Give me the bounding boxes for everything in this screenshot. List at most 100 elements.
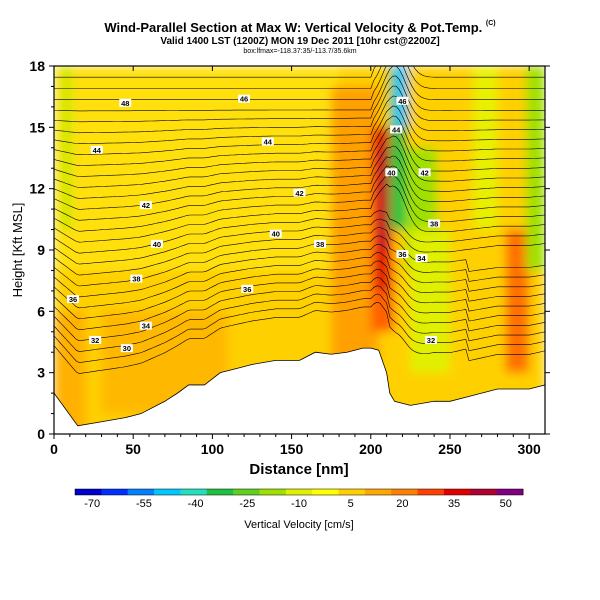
contour-label-bg <box>428 219 441 228</box>
contour-label: 38 <box>316 240 324 249</box>
x-axis-label: Distance [nm] <box>249 461 348 478</box>
y-tick-label: 3 <box>37 365 45 381</box>
isentrope-line <box>54 66 545 89</box>
valid-time-line: Valid 1400 LST (1200Z) MON 19 Dec 2011 [… <box>160 36 440 47</box>
contour-label: 36 <box>398 250 406 259</box>
isentrope-line <box>54 125 545 177</box>
isentrope-line <box>54 135 545 188</box>
contour-label-bg <box>130 274 143 283</box>
isentrope-line <box>54 260 545 320</box>
x-tick-label: 250 <box>438 441 462 457</box>
velocity-shading <box>505 229 530 373</box>
contour-label: 42 <box>295 189 303 198</box>
location-subtitle: box:lfmax=-118.37:35/-113.7/35.6km <box>243 48 357 55</box>
chart-title-text: Wind-Parallel Section at Max W: Vertical… <box>104 20 483 35</box>
colorbar-tick-label: -55 <box>136 498 152 510</box>
contour-label: 44 <box>392 125 401 134</box>
isentrope-line <box>54 105 545 156</box>
contour-label-bg <box>120 344 133 353</box>
isentrope-line <box>54 66 545 78</box>
colorbar-swatch <box>391 489 419 495</box>
y-tick-label: 0 <box>37 426 45 442</box>
chart-title: Wind-Parallel Section at Max W: Vertical… <box>0 20 600 35</box>
contour-label: 38 <box>132 275 140 284</box>
colorbar-swatch <box>338 489 366 495</box>
colorbar-ticks: -70 -55 -40 -25 -10 5 20 35 50 <box>84 498 512 510</box>
isentrope-line <box>54 174 545 232</box>
y-tick-label: 6 <box>37 303 45 319</box>
colorbar-frame <box>74 488 524 496</box>
contour-label-bg <box>418 168 431 177</box>
colorbar-swatch <box>259 489 287 495</box>
isentrope-line <box>54 183 545 243</box>
colorbar-swatch <box>312 489 340 495</box>
contour-label-bg <box>269 229 282 238</box>
isentrope-line <box>54 85 545 134</box>
velocity-shading <box>394 66 408 128</box>
colorbar-tick-label: -40 <box>188 498 204 510</box>
y-tick-label: 9 <box>37 242 45 258</box>
colorbar-tick-label: -25 <box>239 498 255 510</box>
contour-label: 36 <box>69 295 77 304</box>
colorbar-tick-label: -70 <box>84 498 100 510</box>
colorbar-swatch <box>75 489 102 495</box>
contour-label: 48 <box>121 99 129 108</box>
colorbar-swatch <box>101 489 129 495</box>
y-tick-label: 15 <box>29 119 45 135</box>
colorbar-swatch <box>364 489 392 495</box>
isentrope-line <box>54 285 545 353</box>
velocity-shading <box>61 66 72 230</box>
isentrope-line <box>54 218 545 265</box>
y-tick-label: 12 <box>29 181 45 197</box>
colorbar-swatch <box>206 489 234 495</box>
colorbar-swatch <box>233 489 260 495</box>
isentrope-line <box>54 252 545 309</box>
x-tick-label: 200 <box>359 441 383 457</box>
contour-label-bg <box>385 168 398 177</box>
colorbar-swatch <box>127 489 155 495</box>
contour-label: 42 <box>420 168 428 177</box>
isentrope-line <box>54 293 545 363</box>
colorbar-tick-label: -10 <box>291 498 307 510</box>
velocity-shading <box>54 66 340 271</box>
contour-label-bg <box>139 201 152 210</box>
isentrope-line <box>54 210 545 254</box>
isentrope-line <box>54 145 545 199</box>
y-tick-label: 18 <box>29 58 45 74</box>
contour-label: 44 <box>264 138 273 147</box>
contour-label: 42 <box>142 201 150 210</box>
colorbar-swatches <box>74 488 524 496</box>
isentrope-line <box>54 227 545 276</box>
colorbar-tick-label: 20 <box>396 498 408 510</box>
contour-label-bg <box>67 295 80 304</box>
isentrope-line <box>54 95 545 145</box>
contour-label: 40 <box>153 240 161 249</box>
isentrope-line <box>54 277 545 342</box>
isentrope-line <box>54 66 545 100</box>
contour-label-bg <box>314 239 327 248</box>
contour-label-bg <box>119 98 132 107</box>
colorbar-label: Vertical Velocity [cm/s] <box>244 519 353 531</box>
colorbar-swatch <box>443 489 471 495</box>
terrain-mask <box>54 347 545 434</box>
isentrope-line <box>54 115 545 166</box>
colorbar-tick-label: 5 <box>348 498 354 510</box>
contour-label: 32 <box>91 336 99 345</box>
colorbar-swatch <box>285 489 313 495</box>
copyright-mark: (C) <box>485 20 496 27</box>
contour-label-bg <box>390 125 403 134</box>
contour-label-bg <box>293 188 306 197</box>
x-tick-label: 50 <box>125 441 141 457</box>
colorbar-swatch <box>470 489 498 495</box>
velocity-shading <box>473 66 498 230</box>
isentrope-line <box>54 244 545 298</box>
velocity-shading <box>380 147 389 250</box>
contour-label-bg <box>150 239 163 248</box>
contour-label-bg <box>424 335 437 344</box>
isentrope-line <box>54 66 545 112</box>
colorbar-tick-label: 50 <box>500 498 512 510</box>
colorbar-swatch <box>154 489 181 495</box>
isentrope-line <box>54 268 545 331</box>
